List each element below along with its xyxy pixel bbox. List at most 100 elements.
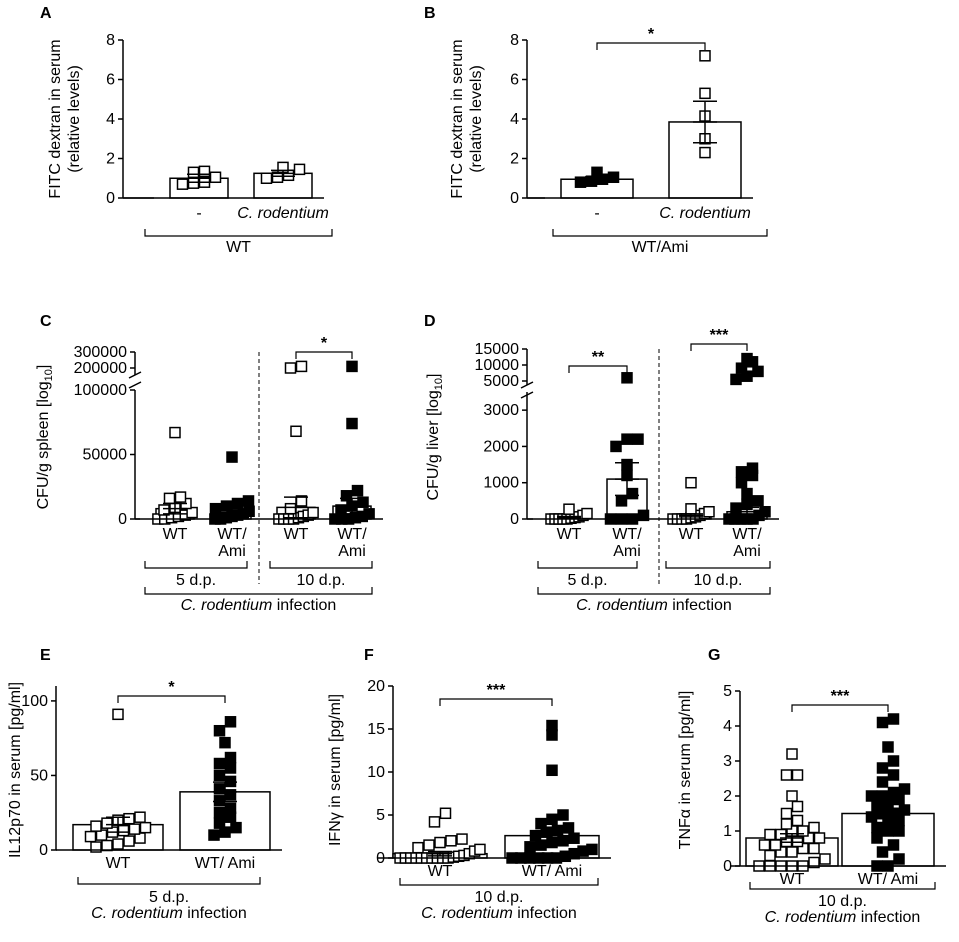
y-tick-label: 10 — [367, 764, 385, 781]
data-point — [529, 829, 542, 842]
data-point — [284, 502, 297, 515]
y-tick-label: 4 — [106, 111, 115, 128]
y-tick-label: 1000 — [483, 475, 519, 492]
data-point — [703, 505, 715, 518]
data-point — [759, 505, 771, 518]
y-tick-label: 2 — [510, 151, 519, 168]
data-point — [439, 807, 452, 820]
category-label: Ami — [218, 543, 246, 560]
data-point — [90, 820, 102, 832]
data-point — [632, 433, 644, 445]
category-label: WT/ Ami — [195, 855, 255, 872]
y-tick-label: 8 — [510, 32, 519, 49]
data-point — [871, 832, 883, 844]
data-point — [882, 741, 894, 753]
y-tick-label: 10000 — [475, 357, 520, 374]
data-point — [434, 836, 446, 849]
data-point — [568, 832, 580, 844]
y-tick-label: 2 — [106, 151, 115, 168]
data-point — [346, 417, 358, 430]
category-label: WT — [284, 526, 309, 543]
data-point — [169, 426, 181, 439]
data-point — [423, 839, 435, 851]
panel-label: G — [708, 647, 720, 664]
significance-bracket — [295, 351, 353, 359]
group-label: 10 d.p. — [297, 572, 346, 589]
significance-label: * — [321, 335, 328, 352]
data-point — [876, 846, 889, 858]
data-point — [219, 736, 231, 749]
data-point — [786, 846, 798, 858]
data-point — [340, 490, 353, 502]
data-point — [637, 509, 650, 522]
y-tick-label: 4 — [723, 718, 732, 735]
significance-bracket — [439, 698, 553, 706]
data-point — [226, 451, 238, 463]
data-point — [163, 492, 176, 505]
group-bracket — [537, 561, 638, 569]
data-point — [209, 171, 222, 184]
y-axis-label-main: CFU/g spleen [log — [35, 381, 52, 509]
data-point — [581, 507, 593, 520]
y-tick-label: 0 — [39, 842, 48, 859]
significance-bracket — [568, 365, 628, 373]
data-point — [808, 856, 820, 869]
data-point — [786, 790, 798, 802]
data-point — [876, 790, 889, 802]
significance-bracket — [690, 343, 748, 351]
data-point — [791, 814, 804, 827]
data-point — [769, 839, 782, 851]
significance-label: *** — [710, 327, 729, 344]
y-axis-label: CFU/g liver [log10] — [425, 374, 445, 501]
category-label: Ami — [338, 543, 366, 560]
data-point — [735, 476, 748, 489]
data-point — [758, 839, 771, 851]
y-tick-label: 15 — [367, 721, 385, 738]
significance-label: ** — [592, 349, 605, 366]
data-point — [198, 165, 211, 178]
panel-label: A — [40, 5, 52, 22]
panel-label: D — [424, 313, 436, 330]
data-point — [808, 842, 820, 855]
category-label: - — [594, 205, 599, 222]
data-point — [231, 497, 244, 510]
infection-rest: infection — [272, 597, 336, 614]
y-tick-label: 4 — [510, 111, 519, 128]
data-point — [887, 755, 900, 767]
data-point — [735, 362, 748, 374]
y-tick-label: 6 — [510, 72, 519, 89]
infection-species: C. rodentium — [765, 909, 857, 926]
data-point — [887, 769, 900, 781]
y-tick-label: 8 — [106, 32, 115, 49]
y-tick-label: 0 — [510, 190, 519, 207]
group-bracket — [144, 561, 248, 569]
data-point — [357, 496, 369, 508]
data-point — [209, 502, 222, 515]
y-axis-label-end: ] — [35, 365, 52, 369]
group-label: 10 d.p. — [694, 572, 743, 589]
y-axis-label-main: CFU/g liver [log — [425, 390, 442, 500]
group-bracket — [552, 229, 768, 237]
data-point — [213, 769, 226, 782]
data-point — [213, 817, 226, 829]
y-axis-label: IL12p70 in serum [pg/ml] — [7, 682, 24, 858]
data-point — [685, 503, 697, 515]
data-point — [412, 841, 424, 854]
data-point — [187, 177, 200, 189]
data-point — [474, 843, 486, 856]
category-label: Ami — [733, 543, 761, 560]
category-label: WT/ — [337, 526, 367, 543]
category-label: WT/ Ami — [522, 863, 582, 880]
y-axis-label-sub: 10 — [43, 369, 55, 381]
data-point — [871, 800, 883, 813]
data-point — [764, 849, 776, 862]
y-axis-label: IFNγ in serum [pg/ml] — [327, 694, 344, 846]
data-point — [752, 365, 764, 378]
data-point — [586, 843, 598, 856]
group-bracket — [665, 561, 771, 569]
panel-C: C CFU/g spleen [log10] 0 50000 100000 3000002… — [35, 313, 383, 614]
axis-break — [520, 391, 534, 399]
